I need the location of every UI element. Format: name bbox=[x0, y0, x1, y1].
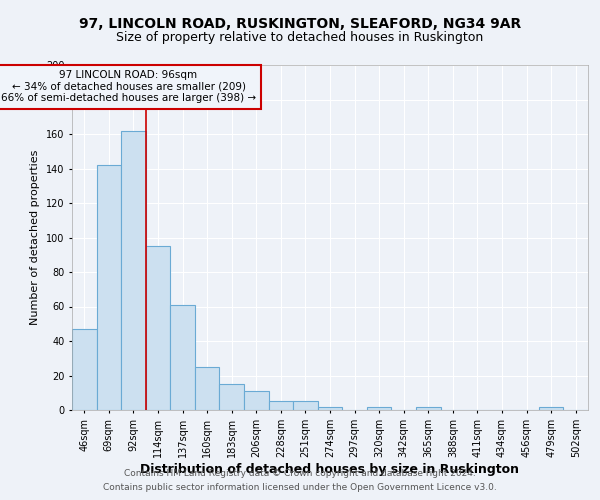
Text: Contains public sector information licensed under the Open Government Licence v3: Contains public sector information licen… bbox=[103, 484, 497, 492]
X-axis label: Distribution of detached houses by size in Ruskington: Distribution of detached houses by size … bbox=[140, 462, 520, 475]
Text: Contains HM Land Registry data © Crown copyright and database right 2024.: Contains HM Land Registry data © Crown c… bbox=[124, 468, 476, 477]
Y-axis label: Number of detached properties: Number of detached properties bbox=[31, 150, 40, 325]
Bar bbox=[220, 384, 244, 410]
Bar bbox=[539, 406, 563, 410]
Text: Size of property relative to detached houses in Ruskington: Size of property relative to detached ho… bbox=[116, 31, 484, 44]
Bar bbox=[293, 402, 318, 410]
Bar bbox=[367, 406, 391, 410]
Text: 97 LINCOLN ROAD: 96sqm
← 34% of detached houses are smaller (209)
66% of semi-de: 97 LINCOLN ROAD: 96sqm ← 34% of detached… bbox=[1, 70, 256, 103]
Bar bbox=[318, 406, 342, 410]
Text: 97, LINCOLN ROAD, RUSKINGTON, SLEAFORD, NG34 9AR: 97, LINCOLN ROAD, RUSKINGTON, SLEAFORD, … bbox=[79, 18, 521, 32]
Bar bbox=[121, 130, 146, 410]
Bar bbox=[97, 165, 121, 410]
Bar bbox=[170, 305, 195, 410]
Bar bbox=[195, 367, 220, 410]
Bar bbox=[416, 406, 440, 410]
Bar bbox=[72, 329, 97, 410]
Bar bbox=[244, 391, 269, 410]
Bar bbox=[146, 246, 170, 410]
Bar bbox=[269, 402, 293, 410]
